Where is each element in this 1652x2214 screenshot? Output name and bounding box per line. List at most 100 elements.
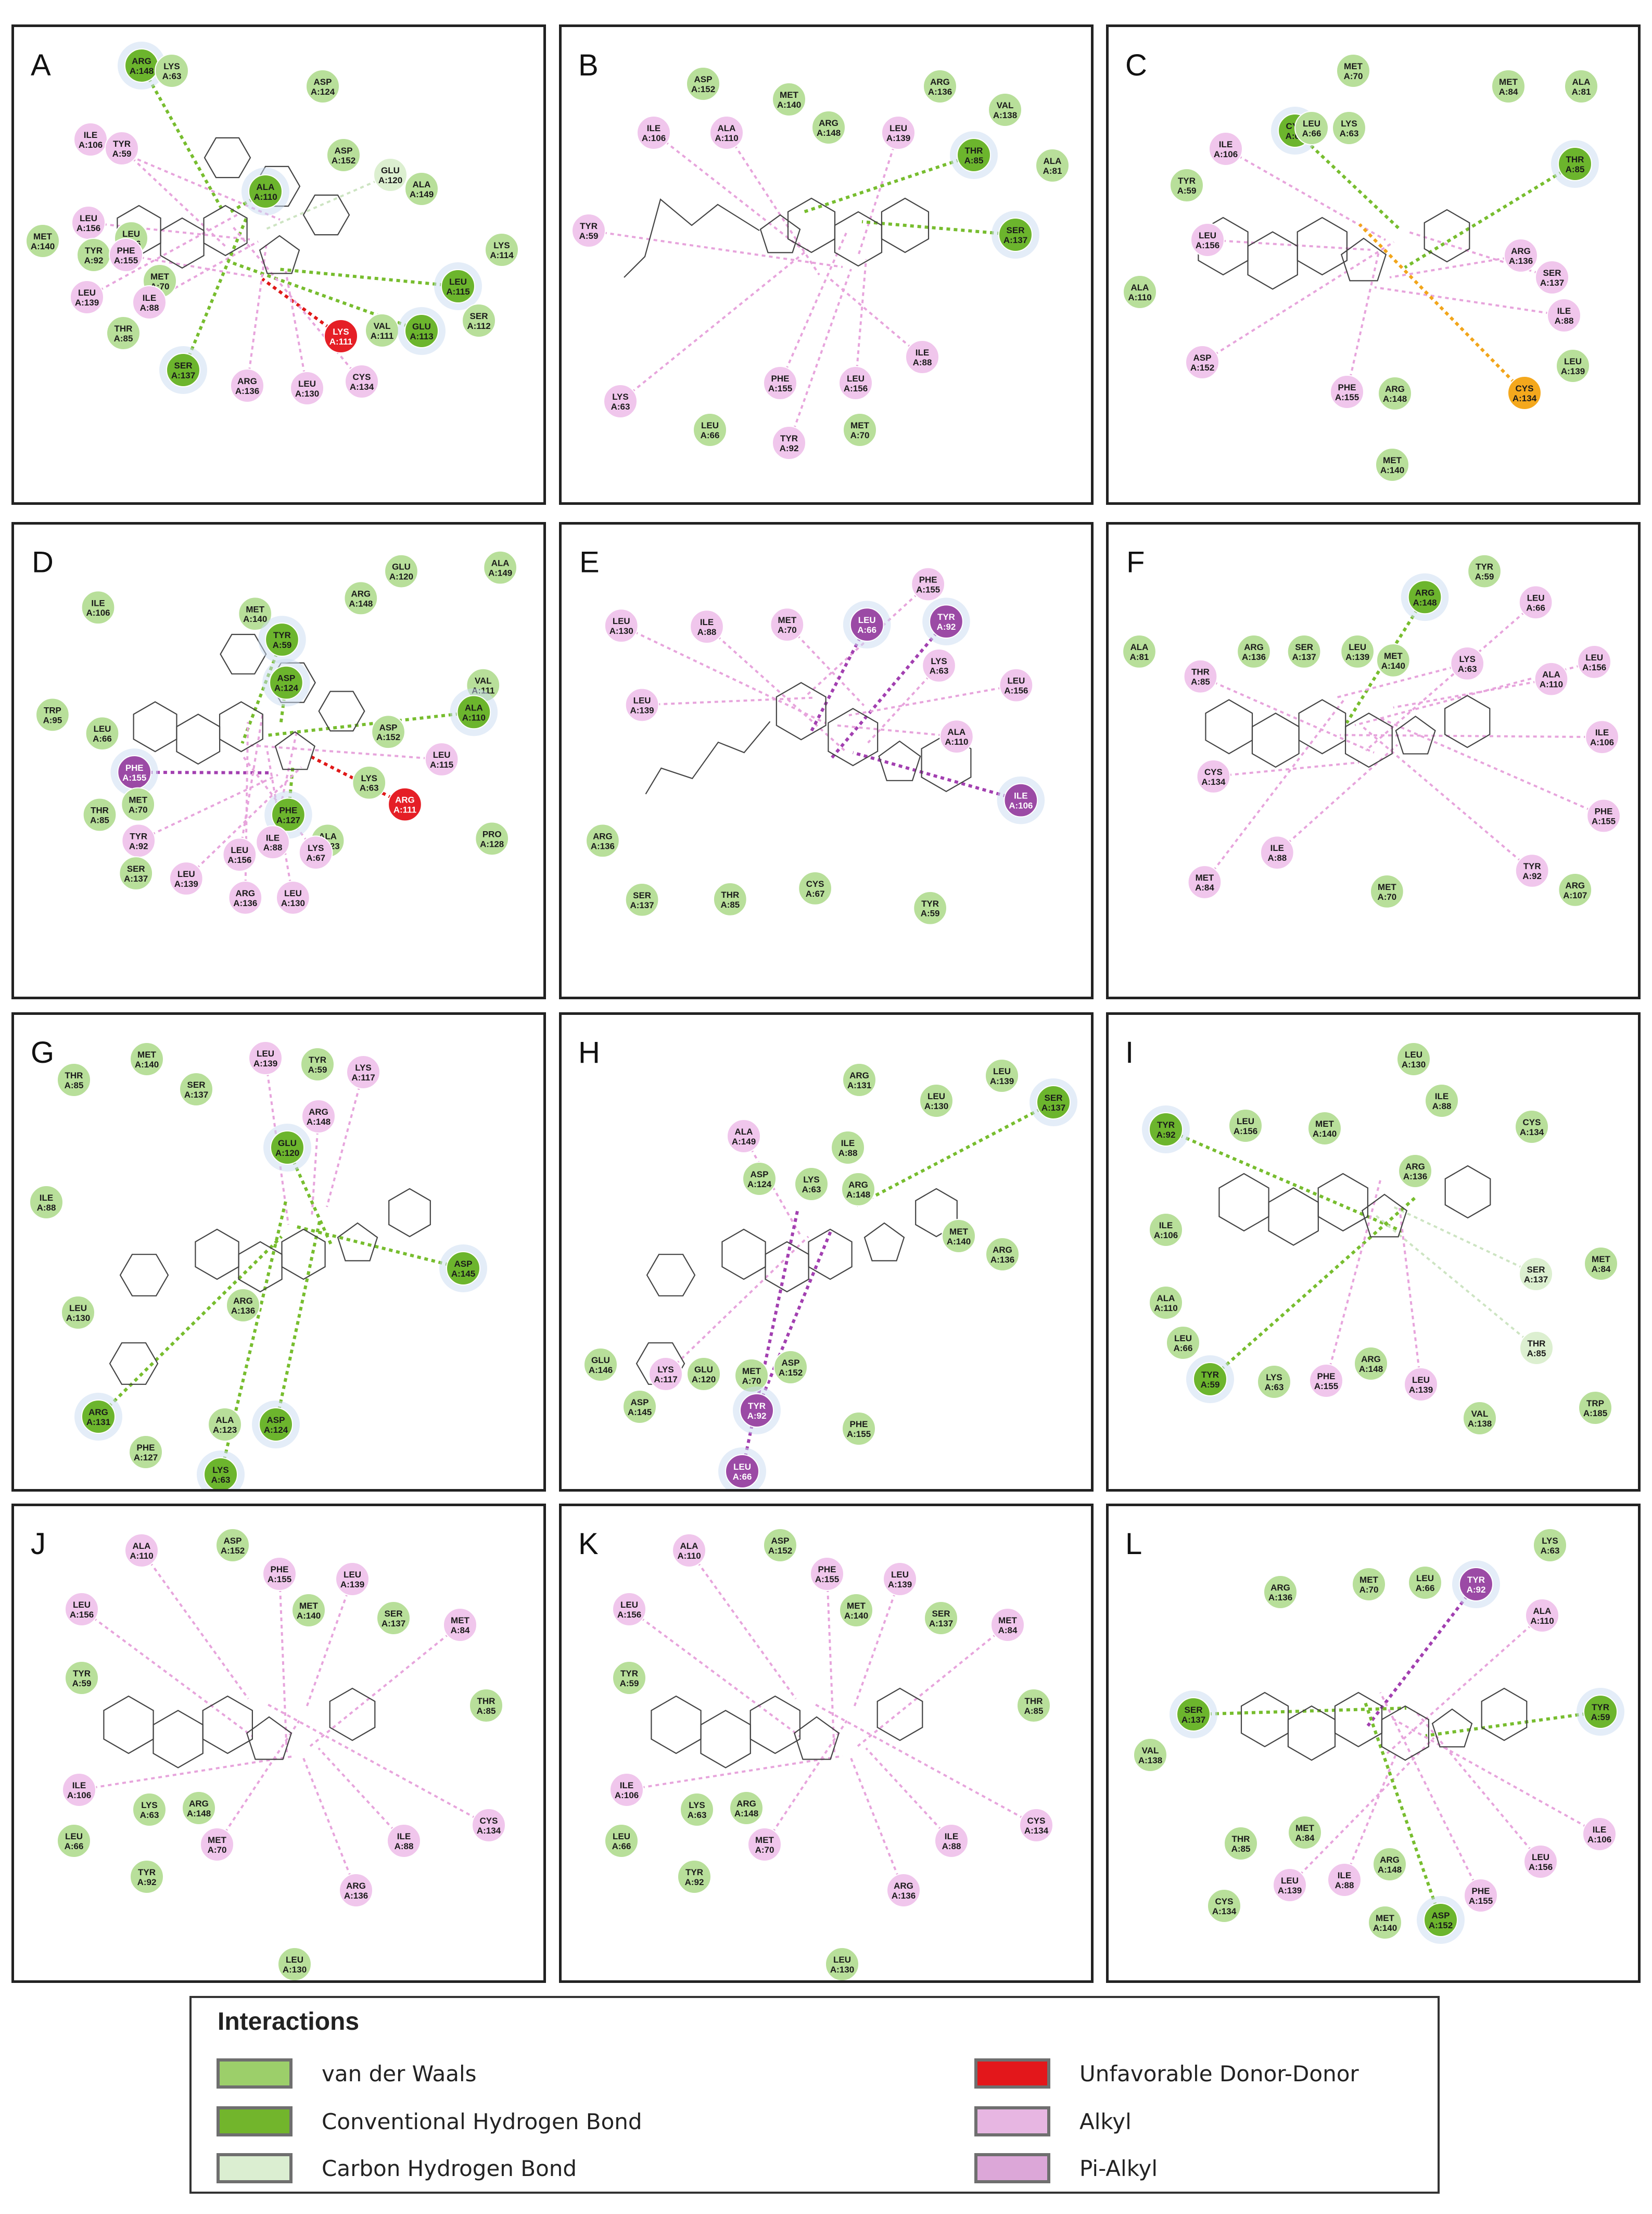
residue-number: A:106 — [1154, 1230, 1178, 1240]
residue-number: A:66 — [1526, 603, 1545, 613]
residue-number: A:59 — [579, 231, 599, 241]
residue-number: A:137 — [382, 1619, 405, 1628]
residue-disc — [929, 604, 963, 639]
residue-number: A:149 — [410, 189, 434, 199]
residue-number: A:115 — [430, 760, 453, 770]
residue-number: A:120 — [389, 572, 413, 582]
residue-name: TYR — [1592, 1702, 1609, 1712]
ligand-ring — [878, 740, 921, 781]
interaction-line — [809, 624, 869, 734]
residue-disc — [57, 1063, 91, 1097]
residue-name: TYR — [748, 1401, 766, 1411]
residue-disc — [999, 668, 1034, 703]
residue-number: A:63 — [1541, 1546, 1560, 1556]
residue-disc — [1373, 1847, 1407, 1881]
residue-name: ALA — [133, 1541, 151, 1551]
residue-disc — [1464, 1878, 1498, 1913]
interaction-line — [305, 1579, 353, 1709]
interaction-lines — [1165, 1128, 1537, 1385]
residue-number: A:148 — [734, 1809, 758, 1818]
residue-number: A:136 — [990, 1255, 1014, 1265]
residue-disc — [85, 716, 120, 751]
residue-name: LEU — [633, 695, 651, 705]
interaction-line — [88, 222, 250, 240]
ligand-ring — [388, 1188, 431, 1238]
residue-number: A:117 — [654, 1375, 677, 1384]
ligand-ring — [1444, 1165, 1491, 1219]
residue-disc — [919, 1084, 954, 1118]
residue-name: LEU — [433, 750, 451, 760]
residue-name: ALA — [1044, 156, 1062, 166]
ligand-ring — [793, 1716, 840, 1760]
interaction-line — [1193, 1707, 1407, 1716]
residue-name: MET — [780, 90, 799, 100]
residue-name: ARG — [993, 1245, 1012, 1255]
residue-disc — [1016, 1688, 1051, 1723]
residue-disc — [346, 1055, 380, 1089]
residue-name: PHE — [919, 575, 937, 585]
residue-disc — [942, 1219, 976, 1253]
residue-disc — [61, 1295, 95, 1330]
residue-number: A:134 — [1513, 393, 1537, 403]
residue-disc — [1260, 835, 1294, 870]
residue-disc — [924, 1601, 958, 1635]
residue-number: A:92 — [1467, 1585, 1486, 1595]
interaction-line — [216, 1720, 300, 1846]
residue-name: TYR — [580, 221, 598, 231]
residue-number: A:67 — [806, 889, 825, 899]
residue-disc — [124, 1533, 159, 1568]
residue-number: A:88 — [1335, 1880, 1354, 1890]
residue-number: A:106 — [79, 140, 103, 150]
residue-name: SER — [1185, 1705, 1203, 1715]
residue-number: A:70 — [755, 1845, 774, 1855]
interaction-line — [1378, 716, 1604, 817]
interaction-line — [138, 774, 278, 842]
residue-number: A:84 — [1499, 87, 1518, 97]
residue-disc — [985, 1237, 1020, 1271]
residue-disc — [1375, 448, 1409, 482]
residue-disc — [1287, 634, 1321, 669]
residue-name: LYS — [689, 1800, 705, 1810]
residue-name: ARG — [309, 1107, 328, 1117]
residue-number: A:59 — [1591, 1712, 1610, 1722]
ligand-ring — [721, 1228, 766, 1280]
residue-number: A:148 — [1413, 597, 1437, 607]
ligand-structure — [645, 682, 972, 795]
residue-name: MET — [1376, 1913, 1395, 1923]
residue-name: TYR — [138, 1867, 156, 1877]
residue-disc — [677, 1860, 711, 1894]
residue-number: A:110 — [253, 192, 277, 202]
residue-disc — [277, 1947, 312, 1980]
residue-name: LEU — [449, 277, 467, 287]
residue-disc — [1564, 69, 1598, 104]
interaction-line — [1335, 662, 1468, 699]
interaction-line — [826, 1573, 835, 1754]
residue-disc — [384, 554, 418, 589]
residue-disc — [1183, 659, 1218, 694]
legend-label-pi-alkyl: Pi-Alkyl — [1079, 2155, 1158, 2181]
residue-name: ARG — [849, 1071, 869, 1080]
residue-name: ILE — [1435, 1091, 1448, 1101]
legend-item-conventional-hydrogen-bond: Conventional Hydrogen Bond — [217, 2103, 642, 2140]
residue-number: A:110 — [1128, 292, 1151, 302]
residue-disc — [179, 1072, 213, 1106]
residue-number: A:156 — [227, 855, 251, 865]
residue-number: A:130 — [924, 1101, 948, 1111]
